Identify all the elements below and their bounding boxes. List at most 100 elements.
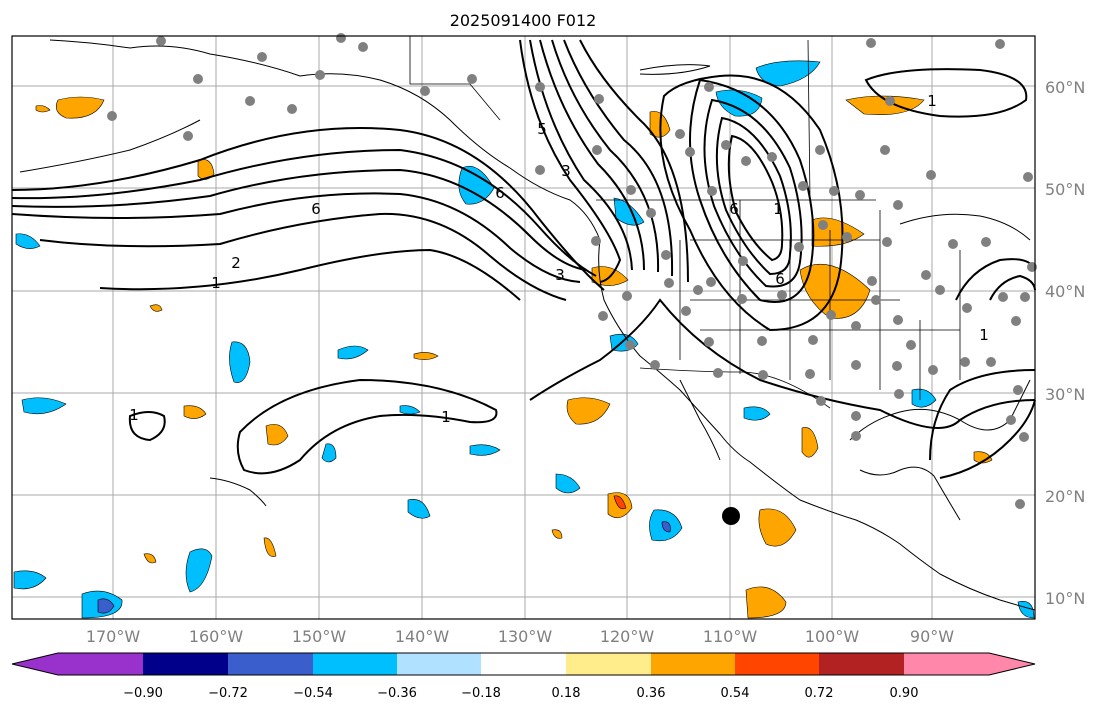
positive-anomaly-area [566, 397, 611, 425]
colorbar-ticks: −0.90 −0.72 −0.54 −0.36 −0.18 0.18 0.36 … [123, 686, 918, 701]
contour-label: 1 [441, 408, 451, 426]
longitude-labels: 170°W 160°W 150°W 140°W 130°W 120°W 110°… [86, 627, 954, 646]
coastlines [19, 39, 1036, 611]
positive-anomaly-area [197, 159, 215, 180]
colorbar-segment [143, 653, 228, 675]
colorbar-tick-label: 0.72 [805, 686, 834, 701]
negative-anomaly-area [399, 405, 421, 415]
colorbar-tick-label: −0.54 [293, 686, 333, 701]
lon-label: 150°W [292, 627, 347, 646]
negative-anomaly-area [21, 397, 67, 415]
positive-anomaly-area [745, 586, 787, 619]
contour-label: 1 [979, 326, 989, 344]
negative-anomaly-area [185, 548, 213, 593]
colorbar-segment [313, 653, 397, 675]
negative-anomaly-area [613, 197, 645, 226]
station-markers [107, 33, 1037, 509]
colorbar-tick-label: 0.54 [721, 686, 750, 701]
strong-negative-area [97, 598, 115, 614]
colorbar-tick-label: −0.90 [123, 686, 163, 701]
negative-anomaly-area [743, 406, 771, 421]
positive-anomaly-area [263, 537, 277, 557]
contour-label: 1 [773, 200, 783, 218]
contour-label: 1 [211, 274, 221, 292]
map-panel: 1 2 1 6 3 5 6 1 6 1 1 6 3 1 [11, 33, 1037, 620]
colorbar-segment [481, 653, 566, 675]
contour-label: 6 [729, 200, 739, 218]
colorbar-segment [904, 653, 989, 675]
positive-anomaly-area [845, 95, 925, 115]
contour-lines [11, 39, 1036, 479]
negative-anomaly-area [715, 89, 763, 117]
negative-anomaly-area [321, 443, 337, 463]
lat-label: 50°N [1045, 180, 1085, 199]
contour-label: 2 [231, 254, 241, 272]
positive-anomaly-area [551, 529, 563, 539]
map-background [12, 36, 1035, 619]
colorbar-segment [651, 653, 735, 675]
negative-anomaly-area [1017, 601, 1035, 619]
colorbar-segment [566, 653, 651, 675]
lon-label: 160°W [189, 627, 244, 646]
colorbar-tick-label: −0.72 [208, 686, 248, 701]
negative-anomaly-area [13, 570, 47, 590]
strong-positive-area [613, 495, 627, 510]
positive-anomaly-area [183, 405, 207, 419]
lon-label: 140°W [395, 627, 450, 646]
contour-label: 3 [561, 162, 571, 180]
colorbar-tick-label: −0.18 [461, 686, 501, 701]
colorbar-tick-label: 0.18 [552, 686, 581, 701]
positive-anomaly-area [55, 96, 105, 119]
negative-anomaly-area [911, 388, 937, 408]
political-borders [409, 36, 961, 409]
strong-negative-area [661, 521, 671, 533]
lon-label: 120°W [600, 627, 655, 646]
colorbar-outline [11, 652, 1036, 676]
lat-label: 10°N [1045, 589, 1085, 608]
contour-label: 1 [927, 92, 937, 110]
contour-label: 6 [311, 200, 321, 218]
colorbar-segment [735, 653, 819, 675]
lon-label: 110°W [703, 627, 758, 646]
map-title: 2025091400 F012 [450, 11, 597, 30]
graticule [12, 36, 1035, 619]
map-frame [11, 35, 1036, 620]
lat-label: 60°N [1045, 78, 1085, 97]
negative-anomaly-area [407, 499, 431, 519]
colorbar-tick-label: 0.90 [890, 686, 919, 701]
positive-anomaly-area [35, 105, 51, 113]
anomaly-shading [13, 60, 1035, 619]
positive-anomaly-area [265, 424, 289, 446]
negative-anomaly-area [15, 233, 41, 249]
negative-anomaly-area [555, 473, 581, 494]
contour-label: 5 [537, 120, 547, 138]
positive-anomaly-area [758, 508, 797, 547]
lat-label: 20°N [1045, 487, 1085, 506]
contour-label: 1 [129, 406, 139, 424]
contour-label-group: 1 2 1 6 3 5 6 1 6 1 1 6 3 1 [129, 92, 989, 426]
positive-anomaly-area [973, 451, 993, 464]
negative-anomaly-area [469, 444, 501, 456]
latitude-labels: 60°N 50°N 40°N 30°N 20°N 10°N [1045, 78, 1085, 608]
contour-label: 3 [555, 266, 565, 284]
colorbar: −0.90 −0.72 −0.54 −0.36 −0.18 0.18 0.36 … [11, 652, 1036, 701]
lat-label: 40°N [1045, 282, 1085, 301]
colorbar-segment [397, 653, 481, 675]
contour-label: 6 [775, 270, 785, 288]
colorbar-segment [58, 653, 143, 675]
positive-anomaly-area [143, 553, 157, 564]
negative-anomaly-area [458, 165, 495, 205]
colorbar-low-extend [12, 653, 58, 675]
negative-anomaly-area [337, 345, 369, 360]
colorbar-segment [228, 653, 313, 675]
contour-label: 6 [495, 184, 505, 202]
lon-label: 90°W [910, 627, 954, 646]
positive-anomaly-area [801, 427, 819, 458]
positive-anomaly-area [149, 304, 163, 312]
colorbar-segment [819, 653, 904, 675]
negative-anomaly-area [229, 341, 251, 383]
lon-label: 170°W [86, 627, 141, 646]
lon-label: 130°W [498, 627, 553, 646]
storm-center-marker [722, 507, 740, 525]
